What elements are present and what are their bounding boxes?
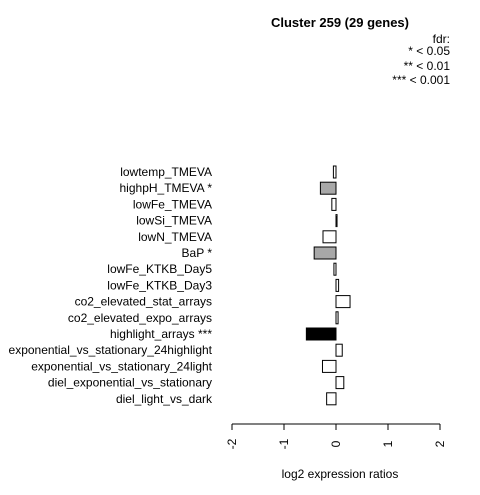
category-label-5: BaP *: [182, 246, 213, 260]
bar-10: [305, 327, 337, 341]
x-tick-label-1: -1: [277, 438, 291, 449]
category-label-4: lowN_TMEVA: [138, 230, 212, 244]
bar-0: [332, 165, 337, 179]
bar-14: [326, 392, 337, 406]
category-label-3: lowSi_TMEVA: [136, 214, 212, 228]
legend-title: fdr:: [433, 32, 450, 46]
bar-1: [319, 181, 337, 195]
legend-entry-3: *** < 0.001: [392, 73, 450, 87]
category-label-0: lowtemp_TMEVA: [120, 165, 212, 179]
x-axis: -2 -1 0 1 2: [225, 423, 447, 449]
category-label-8: co2_elevated_stat_arrays: [75, 295, 212, 309]
category-label-7: lowFe_KTKB_Day3: [107, 278, 212, 292]
category-label-12: exponential_vs_stationary_24light: [31, 359, 212, 373]
bar-2: [331, 197, 337, 211]
category-label-9: co2_elevated_expo_arrays: [68, 311, 212, 325]
x-axis-label: log2 expression ratios: [282, 467, 399, 481]
category-label-13: diel_exponential_vs_stationary: [48, 376, 212, 390]
x-tick-label-4: 2: [433, 440, 447, 447]
bar-11: [335, 343, 343, 357]
bar-12: [321, 359, 337, 373]
category-labels: lowtemp_TMEVA highpH_TMEVA * lowFe_TMEVAlo…: [9, 165, 213, 406]
category-label-6: lowFe_KTKB_Day5: [107, 262, 212, 276]
legend-entry-2: ** < 0.01: [404, 59, 451, 73]
bar-6: [333, 262, 337, 276]
category-label-2: lowFe_TMEVA: [133, 197, 212, 211]
legend: fdr: * < 0.05 ** < 0.01 *** < 0.001: [392, 32, 450, 87]
x-tick-label-3: 1: [381, 440, 395, 447]
bar-3: [335, 214, 338, 228]
bar-13: [335, 376, 345, 390]
legend-entry-1: * < 0.05: [408, 44, 450, 58]
category-label-1: highpH_TMEVA *: [120, 181, 213, 195]
x-tick-label-2: 0: [329, 440, 343, 447]
bar-9: [335, 311, 339, 325]
bar-4: [322, 230, 337, 244]
category-label-14: diel_light_vs_dark: [116, 392, 213, 406]
chart-title: Cluster 259 (29 genes): [271, 15, 409, 30]
bars-group: [305, 165, 351, 406]
x-tick-label-0: -2: [225, 438, 239, 449]
category-label-11: exponential_vs_stationary_24highlight: [9, 343, 213, 357]
bar-5: [313, 246, 337, 260]
category-label-10: highlight_arrays ***: [110, 327, 212, 341]
bar-7: [335, 278, 340, 292]
bar-8: [335, 295, 351, 309]
